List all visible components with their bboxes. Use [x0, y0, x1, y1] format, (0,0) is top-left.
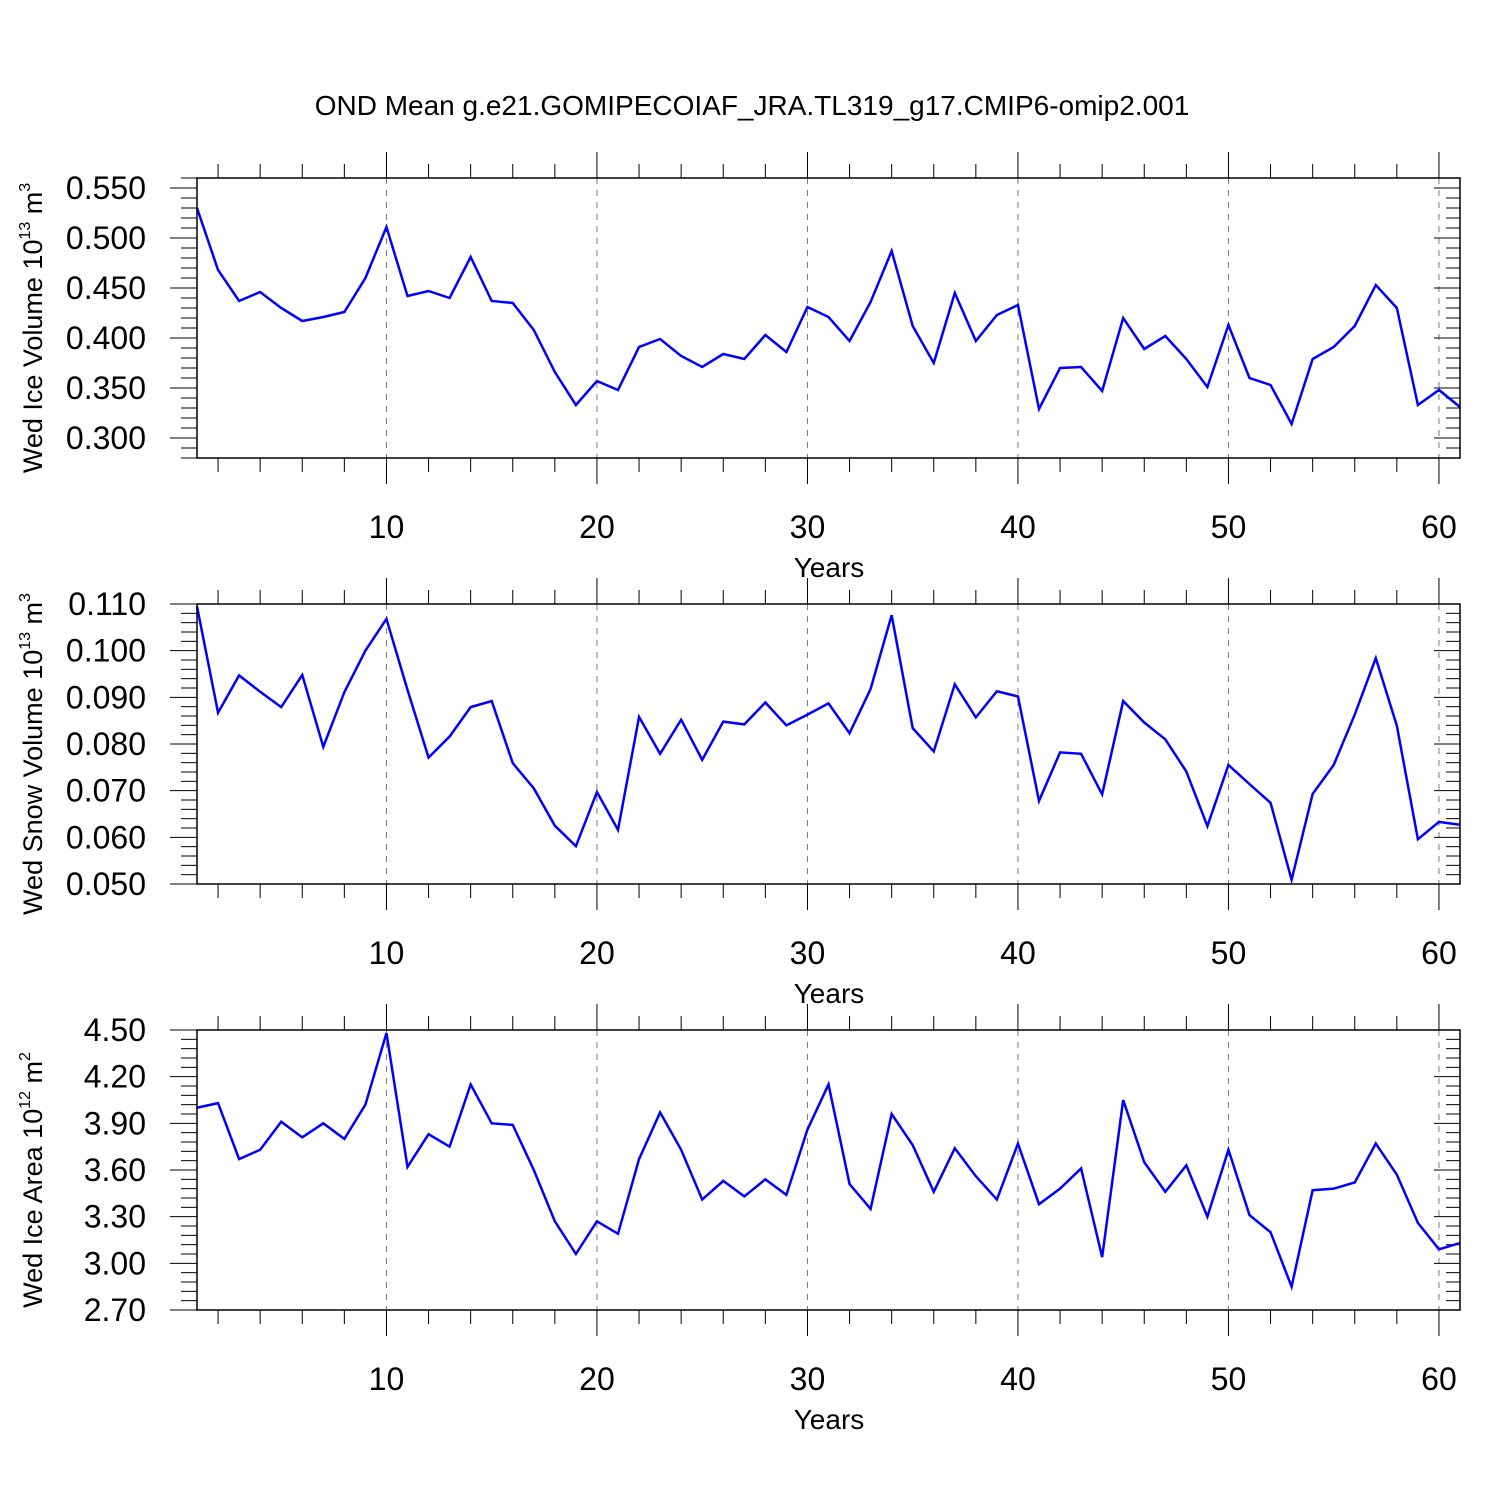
- plot-frame: [196, 1029, 1461, 1311]
- x-tick-label: 50: [1211, 509, 1247, 545]
- series-line: [196, 1032, 1461, 1292]
- plot-frame: [196, 177, 1461, 459]
- y-tick-label: 2.70: [84, 1292, 146, 1328]
- y-axis-label: Wed Ice Volume 1013 m3: [17, 183, 48, 473]
- panel-3: 10 20 30 40 50 60 Years 2.70 3.00 3.30 3.60 3.90 4.2…: [17, 1004, 1461, 1435]
- y-tick-label: 4.50: [84, 1012, 146, 1048]
- x-tick-label: 20: [579, 1361, 615, 1397]
- y-tick-label: 0.500: [66, 220, 146, 256]
- x-axis-label: Years: [794, 1404, 865, 1435]
- y-tick-label: 0.070: [66, 773, 146, 809]
- x-tick-label: 50: [1211, 935, 1247, 971]
- x-tick-label: 10: [369, 1361, 405, 1397]
- x-axis-label: Years: [794, 978, 865, 1009]
- y-tick-label: 0.110: [68, 586, 146, 622]
- y-tick-label: 0.550: [66, 170, 146, 206]
- y-tick-label: 0.090: [66, 679, 146, 715]
- series-line: [195, 606, 1461, 885]
- x-tick-label: 40: [1000, 935, 1036, 971]
- y-axis-label: Wed Snow Volume 1013 m3: [17, 593, 48, 915]
- y-tick-label: 0.050: [66, 866, 146, 902]
- y-tick-label: 0.060: [66, 819, 146, 855]
- x-tick-label: 60: [1421, 935, 1457, 971]
- x-axis-label: Years: [794, 552, 865, 583]
- y-tick-label: 4.20: [84, 1059, 146, 1095]
- x-tick-label: 40: [1000, 1361, 1036, 1397]
- y-tick-label: 0.350: [66, 370, 146, 406]
- y-tick-label: 3.30: [84, 1199, 146, 1235]
- panel-1: 10 20 30 40 50 60 Years 0.300 0.350 0.400 0.450 0.5…: [17, 152, 1461, 583]
- y-tick-label: 0.100: [66, 633, 146, 669]
- y-tick-label: 3.90: [84, 1105, 146, 1141]
- y-tick-label: 0.400: [66, 320, 146, 356]
- y-axis-label: Wed Ice Area 1012 m2: [17, 1052, 48, 1308]
- y-tick-label: 3.00: [84, 1245, 146, 1281]
- x-tick-label: 60: [1421, 509, 1457, 545]
- y-tick-label: 0.300: [66, 420, 146, 456]
- figure-title: OND Mean g.e21.GOMIPECOIAF_JRA.TL319_g17…: [315, 90, 1190, 121]
- x-tick-label: 50: [1211, 1361, 1247, 1397]
- y-tick-label: 3.60: [84, 1152, 146, 1188]
- panel-2: 10 20 30 40 50 60 Years 0.050 0.060 0.070 0.080 0.0…: [17, 578, 1461, 1009]
- x-tick-label: 60: [1421, 1361, 1457, 1397]
- x-tick-label: 10: [369, 935, 405, 971]
- x-tick-label: 40: [1000, 509, 1036, 545]
- x-tick-label: 30: [790, 935, 826, 971]
- y-tick-label: 0.080: [66, 726, 146, 762]
- x-tick-label: 20: [579, 509, 615, 545]
- x-tick-label: 10: [369, 509, 405, 545]
- plot-frame: [196, 603, 1461, 885]
- x-tick-label: 20: [579, 935, 615, 971]
- x-tick-label: 30: [790, 1361, 826, 1397]
- x-tick-label: 30: [790, 509, 826, 545]
- y-tick-label: 0.450: [66, 270, 146, 306]
- series-line: [195, 207, 1461, 428]
